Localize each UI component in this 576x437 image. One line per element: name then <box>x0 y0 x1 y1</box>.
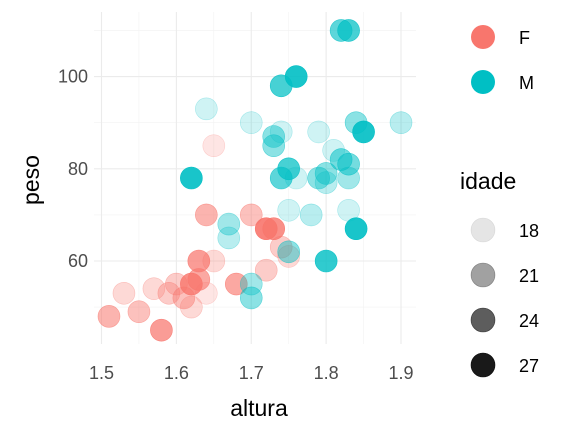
data-point-m <box>284 166 308 190</box>
data-point-m <box>307 166 330 190</box>
data-point-f <box>195 203 218 227</box>
data-point-f <box>127 300 151 324</box>
data-point-f <box>112 281 136 305</box>
data-point-m <box>195 97 218 121</box>
data-point-f <box>195 281 218 305</box>
x-tick-label: 1.6 <box>164 363 189 383</box>
color-legend: FM <box>471 25 534 94</box>
data-point-m <box>307 120 330 144</box>
data-point-m <box>262 134 286 158</box>
data-point-m <box>277 198 300 222</box>
data-point-f <box>180 295 203 319</box>
data-point-m <box>337 152 360 176</box>
idade-legend-key <box>470 217 496 243</box>
x-tick-label: 1.5 <box>89 363 114 383</box>
idade-legend-title: idade <box>460 168 516 194</box>
x-tick-label: 1.7 <box>239 363 264 383</box>
idade-legend-key <box>470 262 496 288</box>
legend-key-f <box>471 25 495 49</box>
legend-label-f: F <box>519 28 530 48</box>
data-point-f <box>142 277 166 300</box>
data-point-f <box>157 281 181 305</box>
data-point-f <box>254 258 278 282</box>
idade-legend-key <box>470 307 496 333</box>
x-axis-ticks: 1.5 1.6 1.7 1.8 1.9 <box>89 363 414 383</box>
data-point-m <box>217 212 241 236</box>
data-point-f <box>269 235 293 259</box>
data-points <box>97 19 413 342</box>
data-point-m <box>299 203 323 227</box>
idade-legend-label: 24 <box>519 311 539 331</box>
data-point-m <box>180 166 203 190</box>
legend-key-m <box>471 70 495 94</box>
idade-legend-label: 27 <box>519 356 539 376</box>
y-tick-label: 60 <box>68 251 88 271</box>
data-point-m <box>337 166 360 190</box>
data-point-f <box>202 249 226 273</box>
data-point-f <box>239 203 263 227</box>
idade-legend-key <box>470 352 496 378</box>
data-point-f <box>262 217 286 241</box>
idade-legend-label: 21 <box>519 266 539 286</box>
data-point-m <box>314 171 338 194</box>
x-axis-label: altura <box>230 395 288 421</box>
data-point-m <box>217 226 241 250</box>
data-point-m <box>389 111 413 134</box>
data-point-m <box>277 157 300 181</box>
data-point-f <box>224 272 248 296</box>
data-point-m <box>344 217 368 241</box>
data-point-f <box>202 134 226 158</box>
idade-legend: idade 18 21 24 27 <box>460 168 539 378</box>
data-point-f <box>277 245 300 268</box>
data-point-m <box>239 286 263 310</box>
idade-legend-label: 18 <box>519 221 539 241</box>
data-point-m <box>269 120 293 144</box>
data-point-m <box>262 125 286 148</box>
data-point-m <box>314 162 338 185</box>
y-axis-ticks: 60 80 100 <box>58 67 88 271</box>
data-point-f <box>187 249 211 273</box>
data-point-m <box>284 65 308 88</box>
y-tick-label: 100 <box>58 67 88 87</box>
y-tick-label: 80 <box>68 159 88 179</box>
data-point-f <box>97 305 121 328</box>
data-point-m <box>277 240 300 264</box>
data-point-m <box>314 249 338 273</box>
x-tick-label: 1.9 <box>389 363 414 383</box>
x-tick-label: 1.8 <box>314 363 339 383</box>
data-point-m <box>239 111 263 134</box>
data-point-m <box>337 19 360 42</box>
data-point-f <box>150 318 173 342</box>
grid-lines <box>94 12 416 344</box>
y-axis-label: peso <box>18 155 44 205</box>
data-point-m <box>352 120 375 144</box>
legend-label-m: M <box>519 73 534 93</box>
data-point-m <box>239 272 263 296</box>
